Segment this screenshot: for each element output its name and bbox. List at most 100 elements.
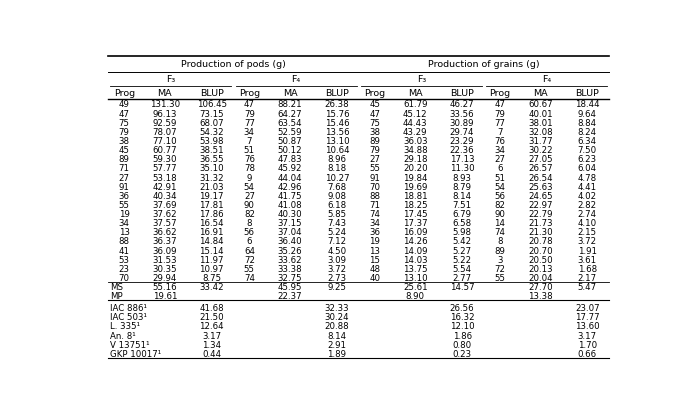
- Text: 7.12: 7.12: [327, 237, 346, 246]
- Text: 4.02: 4.02: [578, 191, 597, 200]
- Text: 25.63: 25.63: [528, 182, 553, 191]
- Text: Prog: Prog: [364, 89, 385, 98]
- Text: 72: 72: [244, 255, 255, 264]
- Text: 44.04: 44.04: [278, 173, 302, 182]
- Text: 5.27: 5.27: [452, 246, 472, 255]
- Text: 27: 27: [244, 191, 255, 200]
- Text: 70: 70: [119, 273, 129, 282]
- Text: 23.29: 23.29: [450, 136, 475, 146]
- Text: 60.77: 60.77: [153, 146, 177, 155]
- Text: 8: 8: [497, 237, 502, 246]
- Text: 30.22: 30.22: [528, 146, 553, 155]
- Text: 38.01: 38.01: [528, 118, 553, 128]
- Text: 8.24: 8.24: [578, 128, 597, 136]
- Text: 21.03: 21.03: [199, 182, 224, 191]
- Text: 1.89: 1.89: [327, 349, 346, 358]
- Text: 38: 38: [369, 128, 380, 136]
- Text: 55: 55: [494, 273, 505, 282]
- Text: 2.73: 2.73: [327, 273, 346, 282]
- Text: 8.75: 8.75: [202, 273, 221, 282]
- Text: 36: 36: [369, 228, 380, 237]
- Text: 74: 74: [494, 228, 505, 237]
- Text: 14.57: 14.57: [450, 282, 475, 291]
- Text: 29.18: 29.18: [403, 155, 428, 164]
- Text: 49: 49: [119, 100, 129, 109]
- Text: An. 8¹: An. 8¹: [110, 331, 136, 340]
- Text: 8.18: 8.18: [327, 164, 346, 173]
- Text: Prog: Prog: [239, 89, 260, 98]
- Text: 52.59: 52.59: [278, 128, 302, 136]
- Text: 64.27: 64.27: [278, 109, 302, 118]
- Text: 20.04: 20.04: [528, 273, 553, 282]
- Text: 6: 6: [497, 164, 502, 173]
- Text: 4.50: 4.50: [327, 246, 346, 255]
- Text: F₄: F₄: [292, 75, 301, 84]
- Text: 6.23: 6.23: [578, 155, 597, 164]
- Text: 1.86: 1.86: [452, 331, 472, 340]
- Text: 12.64: 12.64: [199, 322, 224, 330]
- Text: 6.04: 6.04: [578, 164, 597, 173]
- Text: 1.34: 1.34: [202, 340, 221, 349]
- Text: 37.69: 37.69: [153, 200, 177, 209]
- Text: 15.46: 15.46: [325, 118, 349, 128]
- Text: 73.15: 73.15: [199, 109, 224, 118]
- Text: 50.87: 50.87: [278, 136, 302, 146]
- Text: 6.58: 6.58: [452, 219, 472, 228]
- Text: 33.42: 33.42: [199, 282, 224, 291]
- Text: 9: 9: [247, 173, 252, 182]
- Text: 7.50: 7.50: [578, 146, 597, 155]
- Text: 33.38: 33.38: [278, 264, 302, 273]
- Text: 36.37: 36.37: [153, 237, 177, 246]
- Text: MA: MA: [157, 89, 172, 98]
- Text: 40: 40: [369, 273, 380, 282]
- Text: 50.12: 50.12: [278, 146, 302, 155]
- Text: 3.17: 3.17: [578, 331, 597, 340]
- Text: 57.77: 57.77: [153, 164, 177, 173]
- Text: 7.43: 7.43: [327, 219, 346, 228]
- Text: 3.09: 3.09: [327, 255, 346, 264]
- Text: 54.32: 54.32: [199, 128, 224, 136]
- Text: 8.79: 8.79: [453, 182, 472, 191]
- Text: MA: MA: [283, 89, 298, 98]
- Text: BLUP: BLUP: [450, 89, 474, 98]
- Text: 16.09: 16.09: [403, 228, 428, 237]
- Text: 55: 55: [369, 164, 380, 173]
- Text: 55.16: 55.16: [153, 282, 177, 291]
- Text: 7.51: 7.51: [452, 200, 472, 209]
- Text: 36.03: 36.03: [403, 136, 428, 146]
- Text: 88: 88: [119, 237, 129, 246]
- Text: 92.59: 92.59: [153, 118, 177, 128]
- Text: 21.73: 21.73: [528, 219, 553, 228]
- Text: 41.68: 41.68: [199, 303, 224, 312]
- Text: 5.42: 5.42: [452, 237, 472, 246]
- Text: 5.24: 5.24: [327, 228, 346, 237]
- Text: 27: 27: [119, 173, 129, 182]
- Text: 35.26: 35.26: [278, 246, 302, 255]
- Text: 89: 89: [369, 136, 380, 146]
- Text: 45: 45: [369, 100, 380, 109]
- Text: 32.75: 32.75: [278, 273, 302, 282]
- Text: 2.15: 2.15: [578, 228, 597, 237]
- Text: 17.45: 17.45: [403, 209, 428, 219]
- Text: 14.26: 14.26: [403, 237, 428, 246]
- Text: 2.17: 2.17: [578, 273, 597, 282]
- Text: 34.88: 34.88: [403, 146, 428, 155]
- Text: 12.10: 12.10: [450, 322, 475, 330]
- Text: 54: 54: [494, 182, 505, 191]
- Text: 29.94: 29.94: [153, 273, 177, 282]
- Text: 27.70: 27.70: [528, 282, 553, 291]
- Text: 23: 23: [119, 264, 129, 273]
- Text: F₄: F₄: [542, 75, 551, 84]
- Text: 60.67: 60.67: [528, 100, 553, 109]
- Text: 1.70: 1.70: [578, 340, 597, 349]
- Text: 45.12: 45.12: [403, 109, 428, 118]
- Text: 79: 79: [119, 128, 129, 136]
- Text: 51: 51: [494, 173, 505, 182]
- Text: 4.41: 4.41: [578, 182, 597, 191]
- Text: 3.72: 3.72: [327, 264, 346, 273]
- Text: 16.91: 16.91: [199, 228, 224, 237]
- Text: 72: 72: [494, 264, 505, 273]
- Text: 26.56: 26.56: [450, 303, 475, 312]
- Text: 53: 53: [119, 255, 129, 264]
- Text: 18.44: 18.44: [575, 100, 599, 109]
